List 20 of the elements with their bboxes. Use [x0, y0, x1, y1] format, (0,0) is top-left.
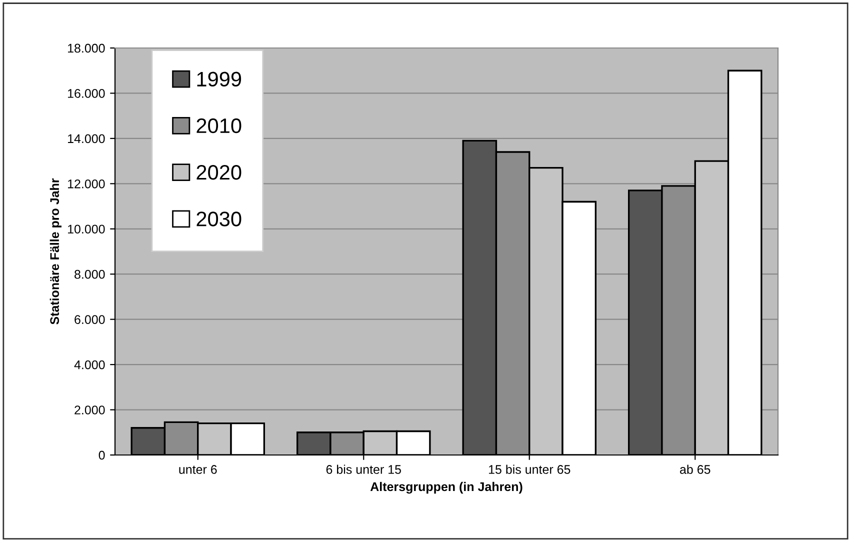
y-tick-label: 16.000	[68, 89, 105, 98]
x-tick-label: 6 bis unter 15	[326, 464, 401, 474]
y-tick-label: 2.000	[74, 406, 105, 414]
x-tick-label: ab 65	[680, 464, 710, 474]
y-tick-label: 18.000	[68, 44, 105, 53]
legend-label: 2030	[196, 212, 242, 226]
y-tick-label: 10.000	[68, 224, 105, 234]
x-tick-label: 15 bis unter 65	[488, 464, 570, 474]
legend-label: 2010	[196, 118, 242, 134]
y-axis-title: Stationäre Fälle pro Jahr	[50, 178, 62, 324]
y-tick-label: 8.000	[74, 270, 105, 279]
y-tick-label: 14.000	[68, 134, 105, 144]
x-axis-title: Altersgruppen (in Jahren)	[370, 482, 522, 494]
y-tick-label: 0	[98, 450, 105, 460]
y-tick-label: 6.000	[74, 315, 105, 324]
legend-label: 2020	[196, 165, 242, 180]
x-tick-label: unter 6	[179, 465, 217, 474]
y-tick-label: 12.000	[68, 179, 105, 188]
legend-label: 1999	[197, 72, 242, 87]
y-tick-label: 4.000	[74, 360, 105, 370]
